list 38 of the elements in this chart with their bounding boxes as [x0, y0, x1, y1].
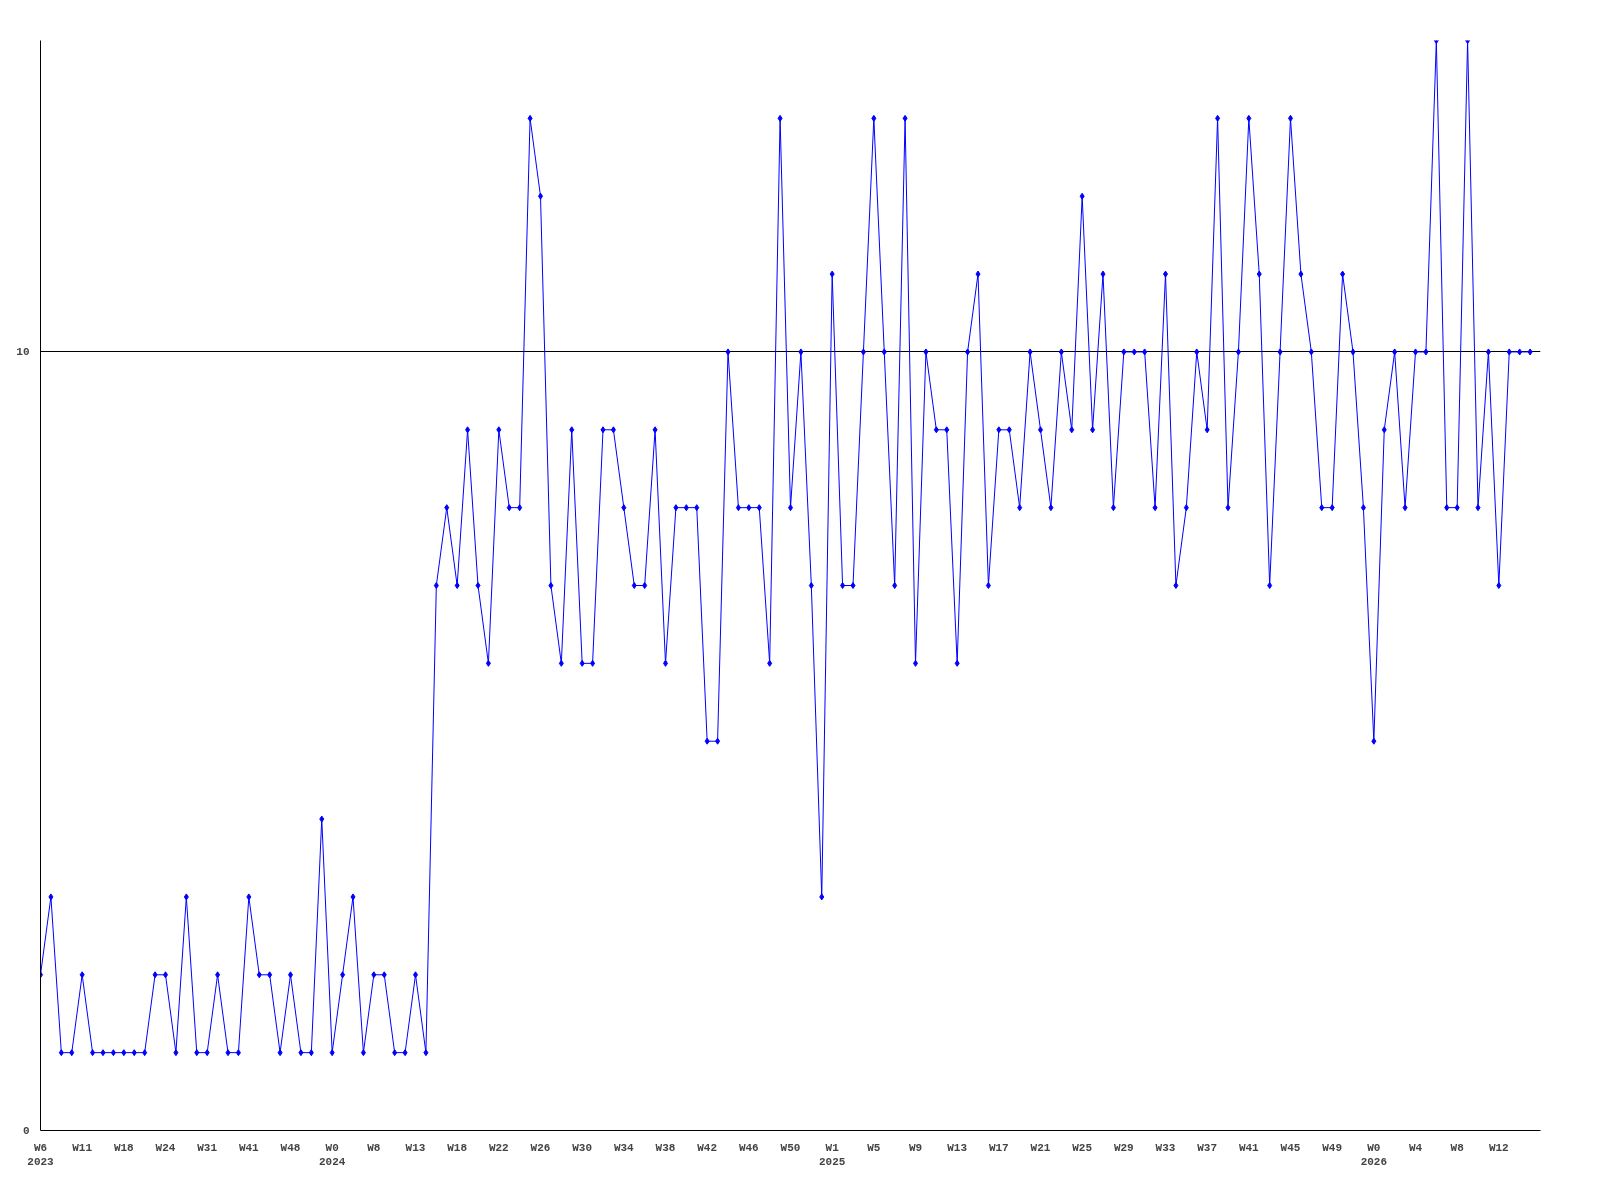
x-tick-label: W13 [405, 1141, 426, 1154]
x-tick-label: W5 [867, 1141, 881, 1154]
x-tick-label: W37 [1197, 1141, 1218, 1154]
x-tick-label: W21 [1030, 1141, 1051, 1154]
x-tick-label: W30 [572, 1141, 593, 1154]
x-tick-label: W4 [1408, 1141, 1423, 1154]
y-tick-label: 0 [22, 1125, 30, 1137]
x-tick-label: W48 [280, 1141, 301, 1154]
x-tick-label: W34 [613, 1141, 635, 1154]
x-tick-label: W29 [1113, 1141, 1134, 1154]
x-tick-label: W8 [367, 1141, 381, 1154]
x-tick-label: W42 [697, 1141, 718, 1154]
x-tick-label: W17 [988, 1141, 1009, 1154]
x-tick-label: W12 [1488, 1141, 1509, 1154]
x-tick-label: W11 [72, 1141, 93, 1154]
x-tick-label: W0 2026 [1360, 1141, 1388, 1168]
x-tick-label: W22 [488, 1141, 509, 1154]
x-tick-label: W41 [1238, 1141, 1260, 1154]
x-tick-label: W46 [738, 1141, 759, 1154]
x-tick-label: W41 [238, 1141, 260, 1154]
x-tick-label: W6 2023 [27, 1141, 55, 1168]
x-tick-label: W9 [908, 1141, 923, 1154]
x-tick-label: W49 [1322, 1141, 1343, 1154]
x-tick-label: W33 [1155, 1141, 1176, 1154]
y-tick-label: 10 [16, 346, 30, 359]
x-tick-label: W26 [530, 1141, 551, 1154]
x-tick-label: W0 2024 [318, 1141, 346, 1168]
x-tick-label: W8 [1450, 1141, 1465, 1154]
x-tick-label: W45 [1280, 1141, 1301, 1154]
x-tick-label: W18 [113, 1141, 135, 1154]
x-tick-label: W1 2025 [818, 1141, 846, 1168]
x-tick-label: W31 [197, 1141, 218, 1154]
x-tick-label: W13 [947, 1141, 968, 1154]
x-tick-label: W24 [155, 1141, 176, 1154]
x-tick-label: W50 [780, 1141, 801, 1154]
x-tick-label: W25 [1072, 1141, 1093, 1154]
x-tick-label: W18 [447, 1141, 468, 1154]
x-tick-label: W38 [655, 1141, 676, 1154]
